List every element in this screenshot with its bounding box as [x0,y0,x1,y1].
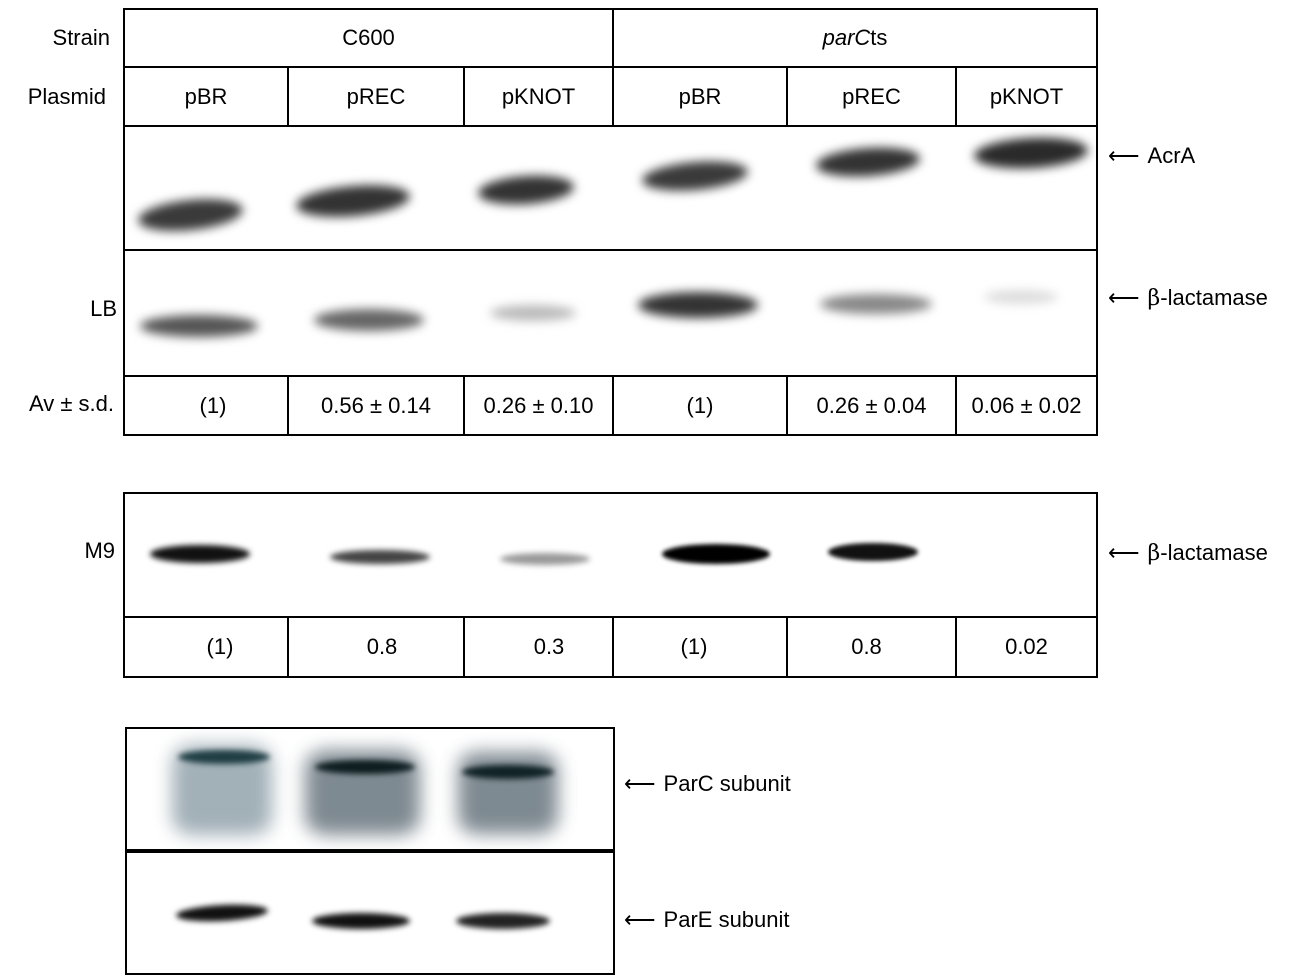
lb-value-4: (1) [686,392,714,418]
left-arrow-icon: ⟵ [1108,285,1140,310]
lb-band-4 [638,292,758,318]
left-arrow-icon: ⟵ [624,907,656,932]
divider-m9-values [123,616,1098,618]
strain-parcts-suffix: ts [870,25,888,50]
lactamase-label: -lactamase [1160,540,1268,565]
divider-lb-values [123,375,1098,377]
plasmid-cell-3: pKNOT [501,83,576,109]
beta-symbol: β [1147,285,1161,311]
pare-band-3 [456,913,550,929]
beta-lactamase-lb-arrow-label: ⟵ β -lactamase [1108,285,1268,311]
m9-value-4: (1) [680,634,708,659]
divider-plasmid-acra [123,125,1098,127]
parc-band-1 [178,750,270,764]
divider-strain-plasmid [123,66,1098,68]
divider-plasmid-4 [786,66,788,126]
acra-label: AcrA [1147,143,1196,168]
divider-m9-values-4 [786,616,788,678]
plasmid-cell-1: pBR [184,83,228,109]
m9-band-2 [330,550,430,564]
m9-value-2: 0.8 [366,634,398,659]
plasmid-cell-2: pREC [346,83,406,109]
divider-m9-values-5 [955,616,957,678]
beta-symbol: β [1147,540,1161,566]
lb-value-5: 0.26 ± 0.04 [816,392,927,418]
lb-value-6: 0.06 ± 0.02 [971,392,1082,418]
divider-plasmid-5 [955,66,957,126]
lb-band-1 [140,315,258,337]
acra-arrow-label: ⟵ AcrA [1108,143,1195,169]
pare-arrow-label: ⟵ ParE subunit [624,907,790,933]
divider-m9-values-1 [287,616,289,678]
divider-strain-middle [612,8,614,126]
divider-plasmid-1 [287,66,289,126]
divider-values-5 [955,375,957,436]
lb-row-label: LB [90,296,117,321]
left-arrow-icon: ⟵ [1108,540,1140,565]
divider-parc-pare [125,849,615,853]
divider-values-1 [287,375,289,436]
parc-arrow-label: ⟵ ParC subunit [624,771,791,797]
lb-band-6 [984,290,1058,304]
divider-plasmid-2 [463,66,465,126]
avsd-row-label: Av ± s.d. [28,391,114,416]
parc-band-3 [462,765,554,779]
strain-parcts-italic: parC [822,25,871,50]
strain-parcts: parC ts [614,10,1096,66]
lb-value-1: (1) [199,392,227,418]
m9-band-3 [500,553,590,565]
divider-m9-values-2 [463,616,465,678]
parc-band-2 [315,760,415,774]
m9-value-1: (1) [206,634,234,659]
beta-lactamase-m9-arrow-label: ⟵ β -lactamase [1108,540,1268,566]
strain-row-label: Strain [52,25,110,50]
plasmid-row-label: Plasmid [27,84,106,109]
m9-row-label: M9 [84,538,115,563]
m9-band-1 [150,545,250,563]
lb-band-2 [314,309,424,331]
left-arrow-icon: ⟵ [624,771,656,796]
m9-band-4 [662,544,770,564]
left-arrow-icon: ⟵ [1108,143,1140,168]
m9-value-3: 0.3 [533,634,565,659]
pare-band-2 [312,913,410,929]
lb-band-5 [820,294,932,314]
lb-value-3: 0.26 ± 0.10 [483,392,594,418]
divider-values-4 [786,375,788,436]
pare-label: ParE subunit [663,907,790,932]
divider-m9-values-3 [612,616,614,678]
divider-acra-lb [123,249,1098,251]
parc-label: ParC subunit [663,771,791,796]
lb-value-2: 0.56 ± 0.14 [321,392,431,418]
m9-value-6: 0.02 [1005,634,1048,659]
lactamase-label: -lactamase [1160,285,1268,310]
plasmid-cell-6: pKNOT [989,83,1064,109]
strain-c600: C600 [342,25,395,50]
plasmid-cell-4: pBR [678,83,722,109]
top-panel-frame [123,8,1098,436]
m9-value-5: 0.8 [851,634,882,659]
divider-values-3 [612,375,614,436]
m9-panel-frame [123,492,1098,678]
plasmid-cell-5: pREC [842,83,901,109]
divider-values-2 [463,375,465,436]
lb-band-3 [490,305,576,321]
m9-band-5 [828,543,918,561]
